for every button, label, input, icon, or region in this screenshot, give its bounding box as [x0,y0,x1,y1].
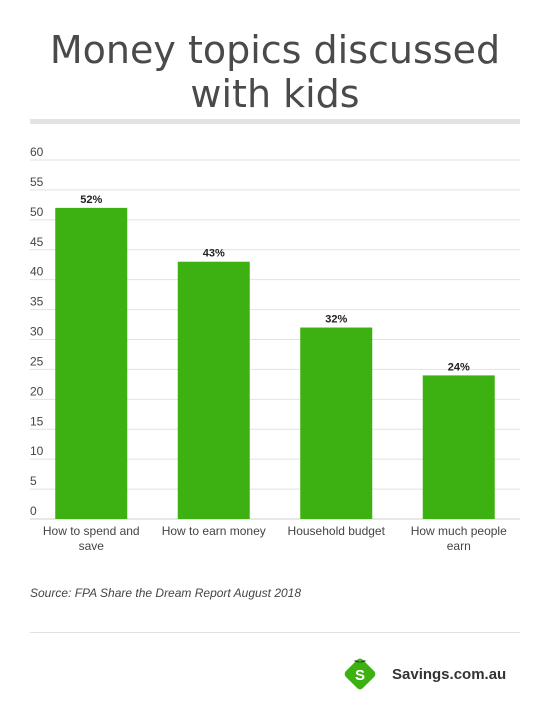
bar [55,207,128,519]
x-tick-label: How to spend and [43,524,140,538]
svg-text:S: S [355,667,365,684]
brand-name: Savings.com.au [392,665,507,683]
x-tick-label: Household budget [288,524,386,538]
data-label: 24% [448,361,470,373]
x-tick-label: earn [447,539,471,553]
data-label: 43% [203,248,225,260]
y-tick-label: 0 [30,504,37,518]
y-tick-label: 30 [30,325,44,339]
chart-title: Money topics discussed with kids [0,28,550,116]
chart-title-line-1: Money topics discussed [49,28,501,72]
y-tick-label: 60 [30,145,44,159]
bar-chart: 0 5 10 15 20 25 30 35 40 45 50 55 60 52% How to spend … [30,145,520,553]
bar [300,327,373,519]
bar [177,261,250,519]
chart-title-line-2: with kids [190,72,360,116]
x-tick-label: How to earn money [162,524,266,538]
y-tick-label: 50 [30,205,44,219]
y-tick-label: 5 [30,474,37,488]
y-tick-label: 45 [30,235,44,249]
y-tick-label: 10 [30,444,44,458]
brand-logo[interactable]: S Savings.com.au [340,652,506,696]
data-label: 52% [80,194,102,206]
footer-divider [30,632,520,633]
data-label: 32% [325,314,347,326]
x-tick-label: save [79,539,105,553]
y-tick-label: 15 [30,414,44,428]
savings-logo-icon: S [340,654,380,694]
y-tick-label: 20 [30,384,44,398]
title-divider [30,119,520,124]
y-tick-label: 40 [30,265,44,279]
y-tick-label: 25 [30,354,44,368]
y-tick-label: 55 [30,175,44,189]
bar [422,375,495,519]
source-note: Source: FPA Share the Dream Report Augus… [30,586,302,600]
x-tick-label: How much people [411,524,507,538]
y-tick-label: 35 [30,295,44,309]
